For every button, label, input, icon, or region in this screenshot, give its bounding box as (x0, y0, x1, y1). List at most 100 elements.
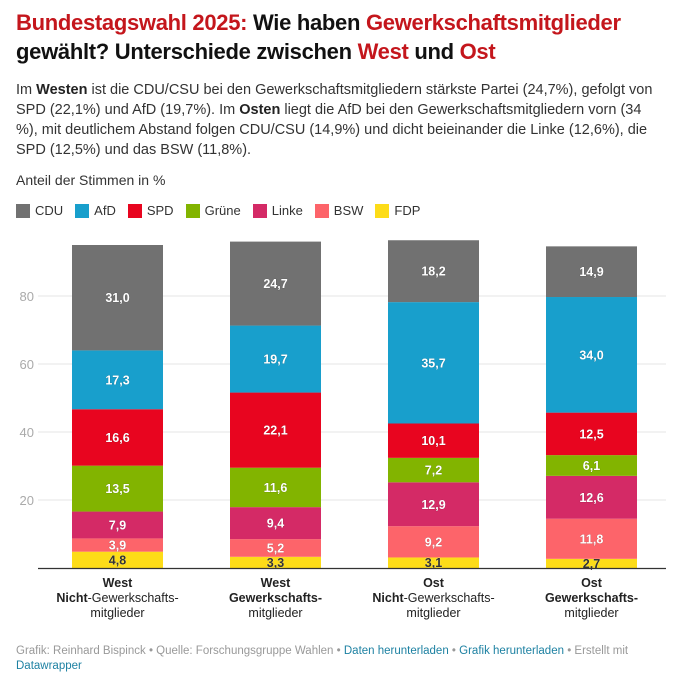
description-segment: Westen (36, 82, 88, 98)
bar-segment-spd (546, 412, 637, 456)
bar-segment-fdp (230, 556, 321, 568)
data-label: 7,2 (425, 464, 442, 478)
description-segment: liegt die AfD bei den Gewerkschaftsmitgl… (16, 102, 648, 158)
bar-segment-bsw (72, 538, 163, 552)
data-label: 24,7 (263, 277, 287, 291)
bar-segment-spd (230, 392, 321, 468)
y-tick-label: 40 (20, 425, 34, 440)
bar-segment-gruene (72, 465, 163, 512)
data-label: 12,9 (421, 498, 445, 512)
title-segment: und (408, 39, 460, 64)
legend-label: Linke (271, 203, 303, 218)
legend-swatch (127, 203, 142, 218)
bar-segment-bsw (546, 518, 637, 559)
legend-label: FDP (394, 203, 421, 218)
x-tick-label: West Nicht-Gewerkschafts-mitglieder (56, 576, 179, 620)
bar-segment-spd (72, 409, 163, 466)
data-label: 9,4 (267, 517, 284, 531)
data-label: 6,1 (583, 459, 600, 473)
y-axis-label: Anteil der Stimmen in % (16, 172, 166, 188)
bar-segment-gruene (546, 455, 637, 476)
footer-credit: Grafik: Reinhard Bispinck • Quelle: Fors… (16, 645, 344, 657)
data-label: 3,1 (425, 556, 442, 570)
data-label: 18,2 (421, 265, 445, 279)
x-tick-label: Ost Nicht-Gewerkschafts-mitglieder (372, 576, 495, 620)
y-tick-label: 80 (20, 289, 34, 304)
footer-created-with: • Erstellt mit (564, 645, 629, 657)
datawrapper-link[interactable]: Datawrapper (16, 660, 82, 672)
legend-label: SPD (146, 203, 174, 218)
bar-segment-fdp (388, 557, 479, 568)
legend-swatch (16, 203, 30, 218)
data-label: 11,8 (580, 532, 604, 546)
data-label: 35,7 (421, 356, 445, 370)
bar-segment-linke (72, 511, 163, 539)
bar-segment-afd (230, 325, 321, 393)
data-label: 10,1 (421, 434, 445, 448)
bar-segment-fdp (72, 551, 163, 568)
bar-segment-fdp (546, 558, 637, 568)
chart-description: Im Westen ist die CDU/CSU bei den Gewerk… (16, 80, 666, 160)
legend-label: AfD (94, 203, 116, 218)
data-label: 12,5 (579, 427, 603, 441)
bar-segment-gruene (388, 457, 479, 483)
legend-label: CDU (35, 203, 64, 218)
legend-item: CDU (16, 203, 63, 218)
legend-swatch (185, 203, 200, 218)
chart-title: Bundestagswahl 2025: Wie haben Gewerksch… (16, 8, 666, 66)
description-segment: ist die CDU/CSU bei den Gewerkschaftsmit… (16, 82, 653, 118)
data-label: 2,7 (583, 557, 600, 571)
description-segment: Im (16, 82, 37, 98)
legend-swatch (252, 203, 267, 218)
legend-item: FDP (375, 203, 420, 218)
title-segment: West (357, 39, 409, 64)
title-segment: Gewerkschaftsmitglieder (365, 10, 621, 35)
legend-swatch (375, 203, 390, 218)
data-label: 4,8 (109, 553, 126, 567)
data-label: 14,9 (579, 265, 603, 279)
data-label: 13,5 (105, 482, 129, 496)
bar-segment-cdu (388, 240, 479, 303)
bar-segment-spd (388, 423, 479, 458)
x-tick-label: West Gewerkschafts-mitglieder (228, 576, 323, 620)
data-label: 9,2 (425, 535, 442, 549)
data-label: 5,2 (267, 541, 284, 555)
data-label: 19,7 (263, 353, 287, 367)
bar-segment-afd (72, 350, 163, 410)
legend-label: BSW (333, 203, 364, 218)
data-label: 22,1 (263, 424, 287, 438)
bar-segment-gruene (230, 467, 321, 508)
bar-segment-afd (546, 297, 637, 413)
legend-item: AfD (75, 203, 116, 218)
download-data-link[interactable]: Daten herunterladen (343, 645, 449, 657)
title-segment: gewählt? Unterschiede zwischen (16, 39, 358, 64)
legend: CDU AfD SPD Grüne Linke BSW FDP (16, 203, 420, 218)
title-segment: Ost (459, 39, 496, 64)
download-graphic-link[interactable]: Grafik herunterladen (459, 645, 564, 657)
description-segment: Osten (239, 102, 281, 118)
y-tick-label: 20 (20, 493, 34, 508)
legend-item: Grüne (185, 203, 241, 218)
bar-segment-afd (388, 302, 479, 424)
footer-separator: • (448, 645, 460, 657)
data-label: 12,6 (579, 491, 603, 505)
data-label: 34,0 (579, 348, 603, 362)
legend-label: Grüne (204, 203, 241, 218)
data-label: 7,9 (109, 518, 126, 532)
data-label: 3,3 (267, 556, 284, 570)
bar-segment-linke (388, 482, 479, 527)
bar-segment-bsw (388, 526, 479, 558)
bar-segment-cdu (546, 246, 637, 298)
bar-segment-linke (230, 507, 321, 540)
x-tick-label: Ost Gewerkschafts-mitglieder (544, 576, 639, 620)
legend-item: BSW (314, 203, 364, 218)
bar-segment-cdu (230, 241, 321, 326)
footer: Grafik: Reinhard Bispinck • Quelle: Fors… (16, 644, 666, 674)
bar-segment-cdu (72, 245, 163, 351)
legend-item: SPD (127, 203, 174, 218)
data-label: 16,6 (105, 431, 129, 445)
data-label: 17,3 (105, 373, 129, 387)
y-tick-label: 60 (20, 357, 34, 372)
bar-segment-linke (546, 475, 637, 519)
bar-segment-bsw (230, 539, 321, 557)
